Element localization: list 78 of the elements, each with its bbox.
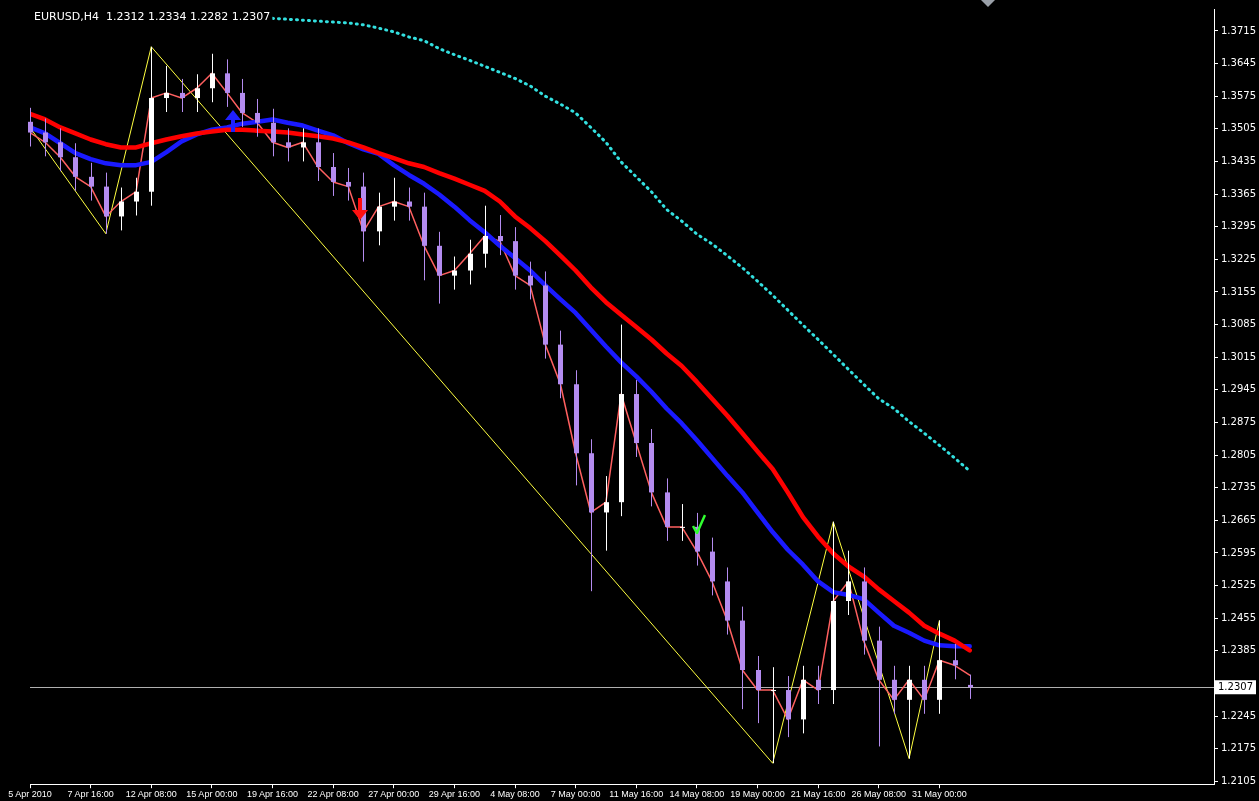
y-tick-label: 1.2945 xyxy=(1221,383,1257,395)
candlestick xyxy=(468,239,473,285)
x-tick-label: 31 May 00:00 xyxy=(912,789,967,800)
candlestick xyxy=(756,655,761,724)
candlestick xyxy=(58,127,63,172)
candlestick xyxy=(286,127,291,162)
x-tick-label: 5 Apr 2010 xyxy=(8,789,52,800)
y-tick-label: 1.2875 xyxy=(1221,416,1257,428)
y-tick-label: 1.2595 xyxy=(1221,546,1257,558)
candlestick xyxy=(28,107,33,148)
candlestick xyxy=(922,665,927,715)
candlestick xyxy=(907,665,912,760)
y-tick-label: 1.3715 xyxy=(1221,24,1257,36)
y-tick-label: 1.2455 xyxy=(1221,611,1257,623)
x-tick-label: 12 Apr 08:00 xyxy=(125,789,177,800)
y-tick-label: 1.2665 xyxy=(1221,513,1257,525)
candlestick xyxy=(953,643,958,680)
y-tick-label: 1.3575 xyxy=(1221,89,1257,101)
line-series xyxy=(271,16,972,473)
y-tick-label: 1.3295 xyxy=(1221,220,1257,232)
candlestick xyxy=(452,256,457,291)
candlestick xyxy=(89,162,94,202)
candlestick xyxy=(816,665,821,705)
candlestick xyxy=(846,550,851,616)
y-tick-label: 1.2735 xyxy=(1221,481,1257,493)
y-tick-label: 1.2175 xyxy=(1221,742,1257,754)
candlestick xyxy=(210,53,215,103)
x-tick-label: 14 May 08:00 xyxy=(669,789,725,800)
candlestick xyxy=(164,65,169,113)
y-tick-label: 1.2385 xyxy=(1221,644,1257,656)
candlestick xyxy=(892,665,897,715)
x-tick-label: 27 Apr 00:00 xyxy=(368,789,420,800)
candlestick xyxy=(240,78,245,128)
ref-line-label: 1.2307 xyxy=(1218,680,1254,692)
candlestick xyxy=(483,205,488,269)
x-tick-label: 11 May 16:00 xyxy=(609,789,664,800)
y-tick-label: 1.3365 xyxy=(1221,187,1257,199)
x-tick-label: 7 Apr 16:00 xyxy=(67,789,114,800)
y-tick-label: 1.3225 xyxy=(1221,252,1257,264)
candlestick xyxy=(498,214,503,256)
y-tick-label: 1.2805 xyxy=(1221,448,1257,460)
candlestick xyxy=(301,127,306,162)
x-tick-label: 26 May 08:00 xyxy=(851,789,907,800)
x-tick-label: 4 May 08:00 xyxy=(490,789,540,800)
candlestick xyxy=(407,187,412,222)
y-tick-label: 1.3645 xyxy=(1221,57,1257,69)
candlestick xyxy=(195,73,200,113)
y-tick-label: 1.3015 xyxy=(1221,350,1257,362)
candlestick xyxy=(43,118,48,157)
candlestick xyxy=(73,142,78,192)
y-tick-label: 1.3435 xyxy=(1221,155,1257,167)
y-tick-label: 1.3505 xyxy=(1221,122,1257,134)
candlestick xyxy=(180,78,185,113)
candlestick xyxy=(771,666,776,764)
candlestick xyxy=(134,177,139,216)
y-tick-label: 1.3155 xyxy=(1221,285,1257,297)
y-tick-label: 1.2105 xyxy=(1221,775,1257,786)
candlestick xyxy=(255,98,260,138)
candlestick xyxy=(119,187,124,231)
candlestick xyxy=(528,261,533,300)
y-tick-label: 1.3085 xyxy=(1221,318,1257,330)
chart-title: EURUSD,H4 1.2312 1.2334 1.2282 1.2307 xyxy=(34,10,271,24)
candlestick xyxy=(225,58,230,108)
x-tick-label: 22 Apr 08:00 xyxy=(307,789,359,800)
y-tick-label: 1.2525 xyxy=(1221,579,1257,591)
x-tick-label: 21 May 16:00 xyxy=(790,789,846,800)
x-tick-label: 19 May 00:00 xyxy=(730,789,785,800)
candlestick xyxy=(271,108,276,157)
x-tick-label: 15 Apr 00:00 xyxy=(186,789,238,800)
candlestick xyxy=(680,503,685,542)
x-tick-label: 7 May 00:00 xyxy=(550,789,601,800)
candlestick xyxy=(392,177,397,222)
candlestick xyxy=(604,475,609,552)
candlestick xyxy=(331,152,336,197)
y-tick-label: 1.2245 xyxy=(1221,709,1257,721)
x-tick-label: 19 Apr 16:00 xyxy=(246,789,299,800)
x-tick-label: 29 Apr 16:00 xyxy=(428,789,480,800)
candlestick xyxy=(346,167,351,202)
